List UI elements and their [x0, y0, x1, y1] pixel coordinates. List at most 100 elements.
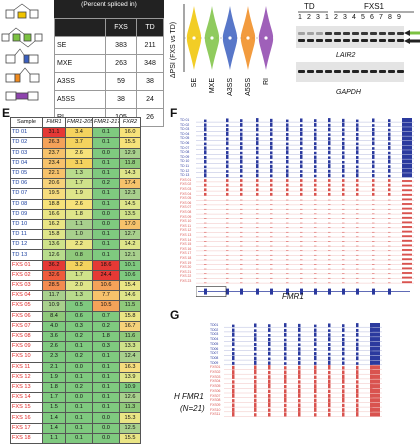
- coverage-peak: [388, 282, 391, 284]
- track-label: FXS05: [210, 384, 221, 389]
- coverage-peak: [300, 170, 303, 173]
- coverage-peak: [256, 118, 259, 123]
- coverage-peak: [286, 173, 289, 178]
- coverage-end-block: [402, 150, 412, 155]
- coverage-peak: [254, 398, 257, 403]
- coverage-end-block: [402, 122, 412, 127]
- coverage-peak: [298, 357, 301, 361]
- coverage-peak: [356, 384, 359, 389]
- coverage-peak: [314, 338, 317, 342]
- coverage-peak: [314, 379, 317, 384]
- coverage-peak: [314, 375, 317, 379]
- coverage-peak: [204, 156, 207, 159]
- coverage-peak: [284, 393, 287, 398]
- cell-fxs: 59: [104, 72, 138, 91]
- coverage-peak: [388, 241, 391, 242]
- gel-label-lair2: LAIR2: [336, 52, 356, 59]
- coverage-peak: [286, 199, 289, 201]
- track-label: FXS01: [210, 365, 221, 370]
- coverage-peak: [342, 241, 345, 242]
- coverage-end-block: [402, 239, 412, 242]
- coverage-peak: [356, 142, 359, 146]
- coverage-peak: [240, 268, 243, 270]
- gene-exon: [270, 288, 273, 295]
- coverage-peak: [342, 370, 345, 375]
- gel-lane-label: 7: [379, 14, 383, 21]
- coverage-peak: [254, 343, 257, 346]
- panel-h-subtitle: (N=21): [180, 404, 205, 413]
- coverage-end-block: [370, 332, 380, 337]
- track-label: TD06: [210, 346, 219, 351]
- coverage-peak: [342, 408, 345, 412]
- coverage-peak: [286, 188, 289, 192]
- expression-value: 16.6: [42, 208, 66, 220]
- expression-value: 10.6: [119, 269, 141, 282]
- coverage-peak: [328, 236, 331, 238]
- coverage-peak: [270, 155, 273, 159]
- track-label: FXS 08: [180, 210, 192, 214]
- coverage-peak: [314, 155, 317, 159]
- coverage-peak: [300, 254, 303, 256]
- coverage-peak: [356, 282, 359, 284]
- gel-band-lower: [397, 39, 404, 42]
- coverage-peak: [342, 389, 345, 393]
- coverage-peak: [342, 222, 345, 224]
- zoom-box: [196, 286, 227, 297]
- track-label: TD 04: [180, 131, 190, 136]
- track-label: TD03: [210, 332, 219, 337]
- coverage-peak: [314, 179, 317, 182]
- gel-band-lower: [334, 39, 341, 42]
- track-label: FXS 03: [180, 187, 192, 191]
- coverage-end-block: [370, 355, 380, 361]
- coverage-peak: [284, 362, 287, 365]
- coverage-peak: [388, 259, 391, 261]
- coverage-peak: [314, 268, 317, 270]
- cell-td: 38: [136, 72, 164, 91]
- violin-x-label: SE: [191, 78, 198, 88]
- coverage-end-block: [370, 398, 380, 403]
- gel-lane-label: 5: [361, 14, 365, 21]
- coverage-peak: [286, 227, 289, 228]
- coverage-peak: [204, 165, 207, 169]
- coverage-peak: [300, 174, 303, 178]
- coverage-peak: [314, 241, 317, 242]
- coverage-end-block: [370, 374, 380, 379]
- gel-lane-label: 1: [325, 14, 329, 21]
- sample-name: FXS 10: [10, 351, 43, 363]
- coverage-peak: [356, 159, 359, 164]
- coverage-peak: [240, 151, 243, 155]
- coverage-peak: [284, 366, 287, 370]
- coverage-peak: [328, 273, 331, 274]
- coverage-peak: [240, 282, 243, 284]
- gene-label-fmr1: FMR1: [282, 292, 304, 301]
- coverage-end-block: [402, 262, 412, 265]
- coverage-peak: [240, 132, 243, 136]
- expression-table: Sample FMR1 FMR1-205 FMR1-217 FXR2 TD 01…: [10, 116, 141, 444]
- cell-td: 348: [136, 54, 164, 73]
- coverage-peak: [300, 199, 303, 201]
- coverage-peak: [372, 264, 375, 265]
- track-label: TD09: [210, 360, 219, 365]
- sample-name: FXS 02: [10, 269, 43, 282]
- coverage-peak: [388, 218, 391, 219]
- coverage-peak: [314, 222, 317, 224]
- coverage-peak: [356, 165, 359, 169]
- header-fxr2: FXR2: [119, 116, 141, 129]
- coverage-end-block: [402, 118, 412, 123]
- coverage-peak: [286, 231, 289, 233]
- coverage-peak: [314, 174, 317, 178]
- coverage-peak: [372, 128, 375, 132]
- coverage-peak: [388, 250, 391, 251]
- coverage-peak: [388, 169, 391, 173]
- gel-band-gapdh: [388, 70, 395, 73]
- expression-value: 11.6: [119, 330, 141, 343]
- expression-value: 0.7: [92, 310, 120, 322]
- expression-value: 15.5: [119, 137, 141, 149]
- gene-exon: [226, 288, 229, 295]
- expression-value: 0.0: [92, 208, 120, 220]
- coverage-peak: [300, 273, 303, 274]
- gel-band-lower: [352, 39, 359, 42]
- coverage-peak: [300, 282, 303, 284]
- coverage-end-block: [370, 412, 380, 417]
- sample-name: TD 05: [10, 167, 43, 180]
